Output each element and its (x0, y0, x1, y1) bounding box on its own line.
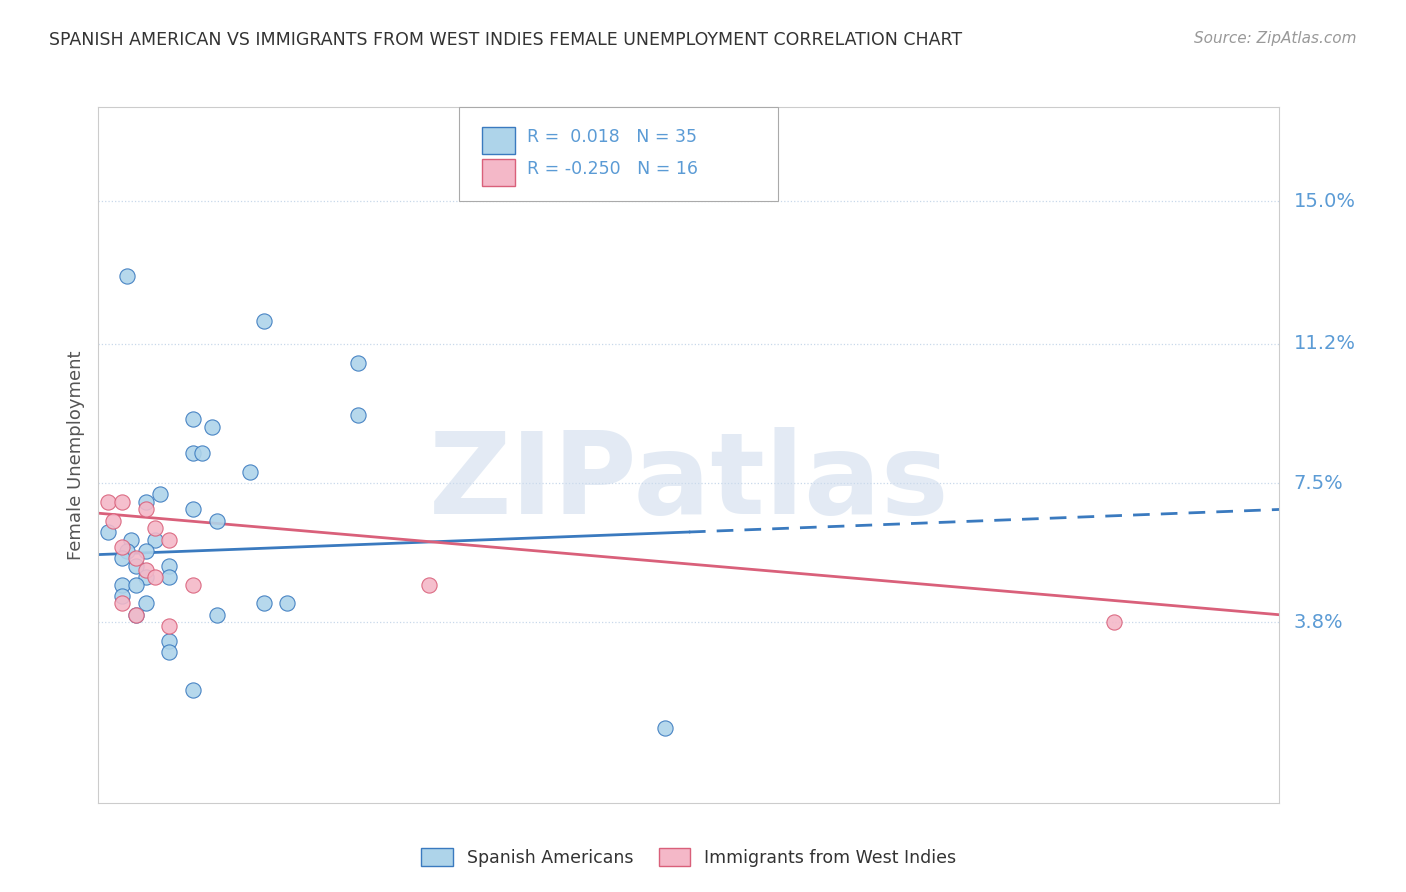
Point (418, 577, 440, 591)
Point (347, 409, 370, 423)
Point (253, 314, 276, 328)
Point (149, 487, 172, 501)
Point (135, 570, 157, 584)
Point (97, 495, 120, 509)
Point (191, 446, 214, 460)
Point (121, 533, 143, 547)
Text: SPANISH AMERICAN VS IMMIGRANTS FROM WEST INDIES FEMALE UNEMPLOYMENT CORRELATION : SPANISH AMERICAN VS IMMIGRANTS FROM WEST… (49, 31, 962, 49)
Point (111, 597, 134, 611)
Text: 15.0%: 15.0% (1294, 192, 1355, 211)
Text: Source: ZipAtlas.com: Source: ZipAtlas.com (1194, 31, 1357, 46)
Text: 7.5%: 7.5% (1294, 474, 1343, 492)
Point (157, 645, 180, 659)
Point (201, 419, 224, 434)
Point (101, 514, 124, 528)
Point (181, 412, 204, 426)
Bar (482, 159, 516, 186)
Point (143, 570, 166, 584)
Point (125, 558, 148, 573)
Point (347, 356, 370, 370)
Point (1102, 615, 1125, 630)
Point (111, 495, 134, 509)
Point (111, 551, 134, 566)
Point (157, 533, 180, 547)
Point (181, 577, 204, 591)
Legend: Spanish Americans, Immigrants from West Indies: Spanish Americans, Immigrants from West … (415, 841, 963, 874)
Point (654, 721, 676, 735)
Point (143, 533, 166, 547)
Point (157, 619, 180, 633)
Point (253, 597, 276, 611)
Point (111, 589, 134, 603)
Point (276, 597, 298, 611)
Point (125, 607, 148, 622)
Point (135, 544, 157, 558)
Text: 11.2%: 11.2% (1294, 334, 1355, 353)
Point (157, 634, 180, 648)
Point (205, 514, 228, 528)
Point (205, 607, 228, 622)
Point (135, 563, 157, 577)
Point (97, 524, 120, 539)
Point (157, 558, 180, 573)
Y-axis label: Female Unemployment: Female Unemployment (66, 351, 84, 559)
Point (157, 570, 180, 584)
Point (181, 502, 204, 516)
Point (181, 683, 204, 698)
Text: ZIPatlas: ZIPatlas (429, 427, 949, 538)
Text: 3.8%: 3.8% (1294, 613, 1343, 632)
Point (125, 577, 148, 591)
Bar (482, 127, 516, 153)
Point (125, 551, 148, 566)
Point (115, 269, 138, 284)
Point (181, 446, 204, 460)
Point (135, 495, 157, 509)
Point (115, 544, 138, 558)
FancyBboxPatch shape (458, 107, 778, 201)
Text: R = -0.250   N = 16: R = -0.250 N = 16 (527, 160, 699, 178)
Text: R =  0.018   N = 35: R = 0.018 N = 35 (527, 128, 697, 146)
Point (135, 502, 157, 516)
Point (135, 597, 157, 611)
Point (125, 607, 148, 622)
Point (111, 540, 134, 554)
Point (143, 521, 166, 535)
Point (239, 465, 262, 479)
Point (111, 577, 134, 591)
